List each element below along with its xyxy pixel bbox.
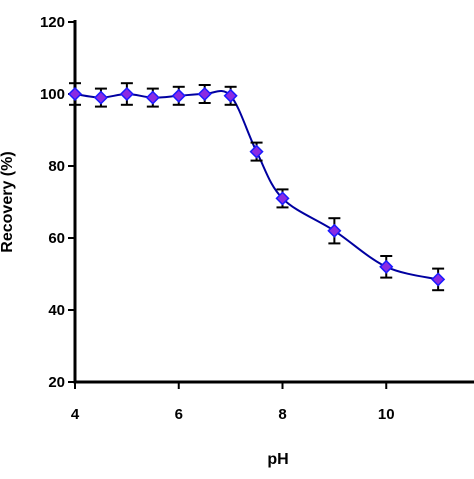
y-tick-label: 100 [40, 86, 65, 103]
y-tick-label: 40 [48, 302, 65, 319]
x-axis-title: pH [267, 451, 288, 468]
data-point [251, 146, 263, 158]
axes [74, 20, 474, 383]
x-tick-label: 8 [278, 406, 286, 423]
ticks: 204060801001204681012 [40, 14, 474, 423]
data-point [380, 261, 392, 273]
data-point [173, 90, 185, 102]
x-tick-label: 4 [71, 406, 80, 423]
data-point [432, 273, 444, 285]
y-axis-title: Recovery (%) [0, 151, 16, 252]
x-tick-label: 10 [378, 406, 395, 423]
series [69, 83, 444, 290]
data-point [69, 88, 81, 100]
y-tick-label: 60 [48, 230, 65, 247]
y-tick-label: 120 [40, 14, 65, 31]
data-point [147, 92, 159, 104]
x-tick-label: 6 [175, 406, 183, 423]
data-point [199, 88, 211, 100]
y-tick-label: 80 [48, 158, 65, 175]
data-point [328, 225, 340, 237]
data-point [121, 88, 133, 100]
series-line [75, 91, 438, 279]
y-tick-label: 20 [48, 374, 65, 391]
data-point [95, 92, 107, 104]
